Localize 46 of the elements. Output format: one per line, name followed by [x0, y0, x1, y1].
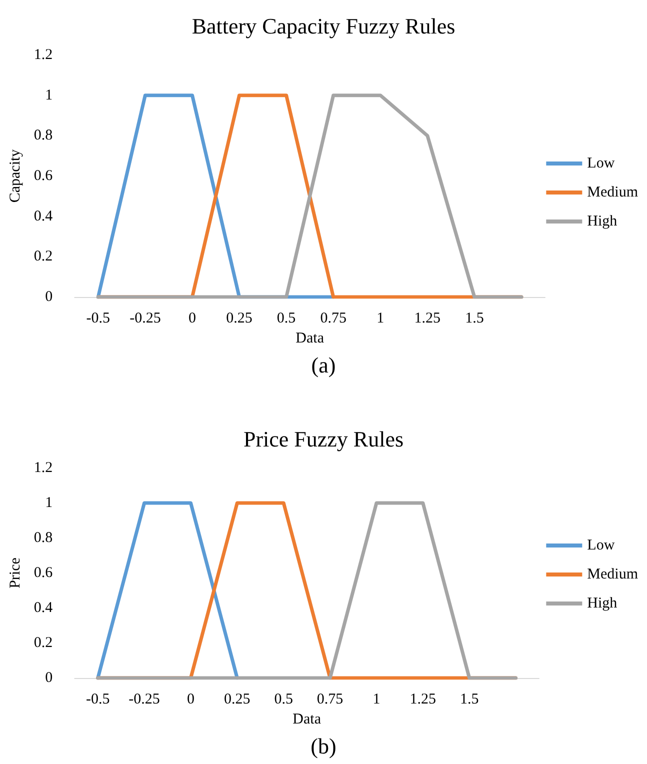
y-tick-label: 0.8: [34, 128, 53, 144]
x-tick-label: 1.5: [460, 692, 479, 708]
y-tick-label: 1: [45, 495, 53, 511]
y-tick-label: 0.4: [34, 208, 54, 224]
chart-title: Battery Capacity Fuzzy Rules: [192, 14, 456, 38]
x-tick-label: -0.25: [128, 692, 160, 708]
x-axis-title: Data: [296, 330, 324, 346]
x-tick-label: 0.75: [320, 310, 346, 326]
text: (b): [310, 734, 336, 758]
y-tick-label: 0.6: [34, 168, 54, 184]
x-tick-label: 1.25: [414, 310, 441, 326]
legend-label: Medium: [587, 184, 638, 200]
legend-label: High: [587, 214, 618, 230]
x-tick-label: 0.5: [276, 310, 296, 326]
legend-label: High: [587, 596, 618, 612]
y-axis-title: Capacity: [8, 148, 24, 203]
chart-title: Price Fuzzy Rules: [243, 426, 404, 452]
y-tick-label: 0.6: [34, 565, 54, 581]
y-tick-label: 0.2: [34, 635, 53, 651]
x-tick-label: 1: [376, 310, 384, 326]
x-tick-label: 0.75: [316, 692, 344, 708]
x-tick-label: 1.5: [465, 310, 484, 326]
y-tick-label: 0: [45, 670, 53, 686]
x-tick-label: 0.5: [274, 692, 293, 708]
x-axis-title: Data: [292, 712, 322, 728]
y-axis-title: Price: [8, 557, 24, 588]
text: (a): [311, 352, 336, 378]
y-tick-label: 1: [45, 87, 53, 104]
legend-label: Medium: [587, 566, 638, 582]
x-tick-label: 0: [188, 310, 196, 326]
x-tick-label: -0.5: [86, 310, 110, 326]
y-tick-label: 0.8: [34, 530, 53, 546]
legend-label: Low: [587, 156, 615, 172]
x-tick-label: 0: [186, 692, 194, 708]
y-tick-label: 0.2: [34, 248, 53, 265]
y-tick-label: 1.2: [34, 460, 53, 476]
x-tick-label: 1: [372, 692, 380, 708]
y-tick-label: 0.4: [34, 600, 54, 616]
x-tick-label: -0.25: [130, 310, 161, 326]
y-tick-label: 0: [45, 289, 53, 305]
x-tick-label: 1.25: [410, 692, 436, 708]
y-tick-label: 1.2: [34, 47, 53, 63]
x-tick-label: 0.25: [226, 310, 252, 326]
x-tick-label: 0.25: [224, 692, 250, 708]
legend-label: Low: [587, 538, 615, 554]
x-tick-label: -0.5: [86, 692, 110, 708]
